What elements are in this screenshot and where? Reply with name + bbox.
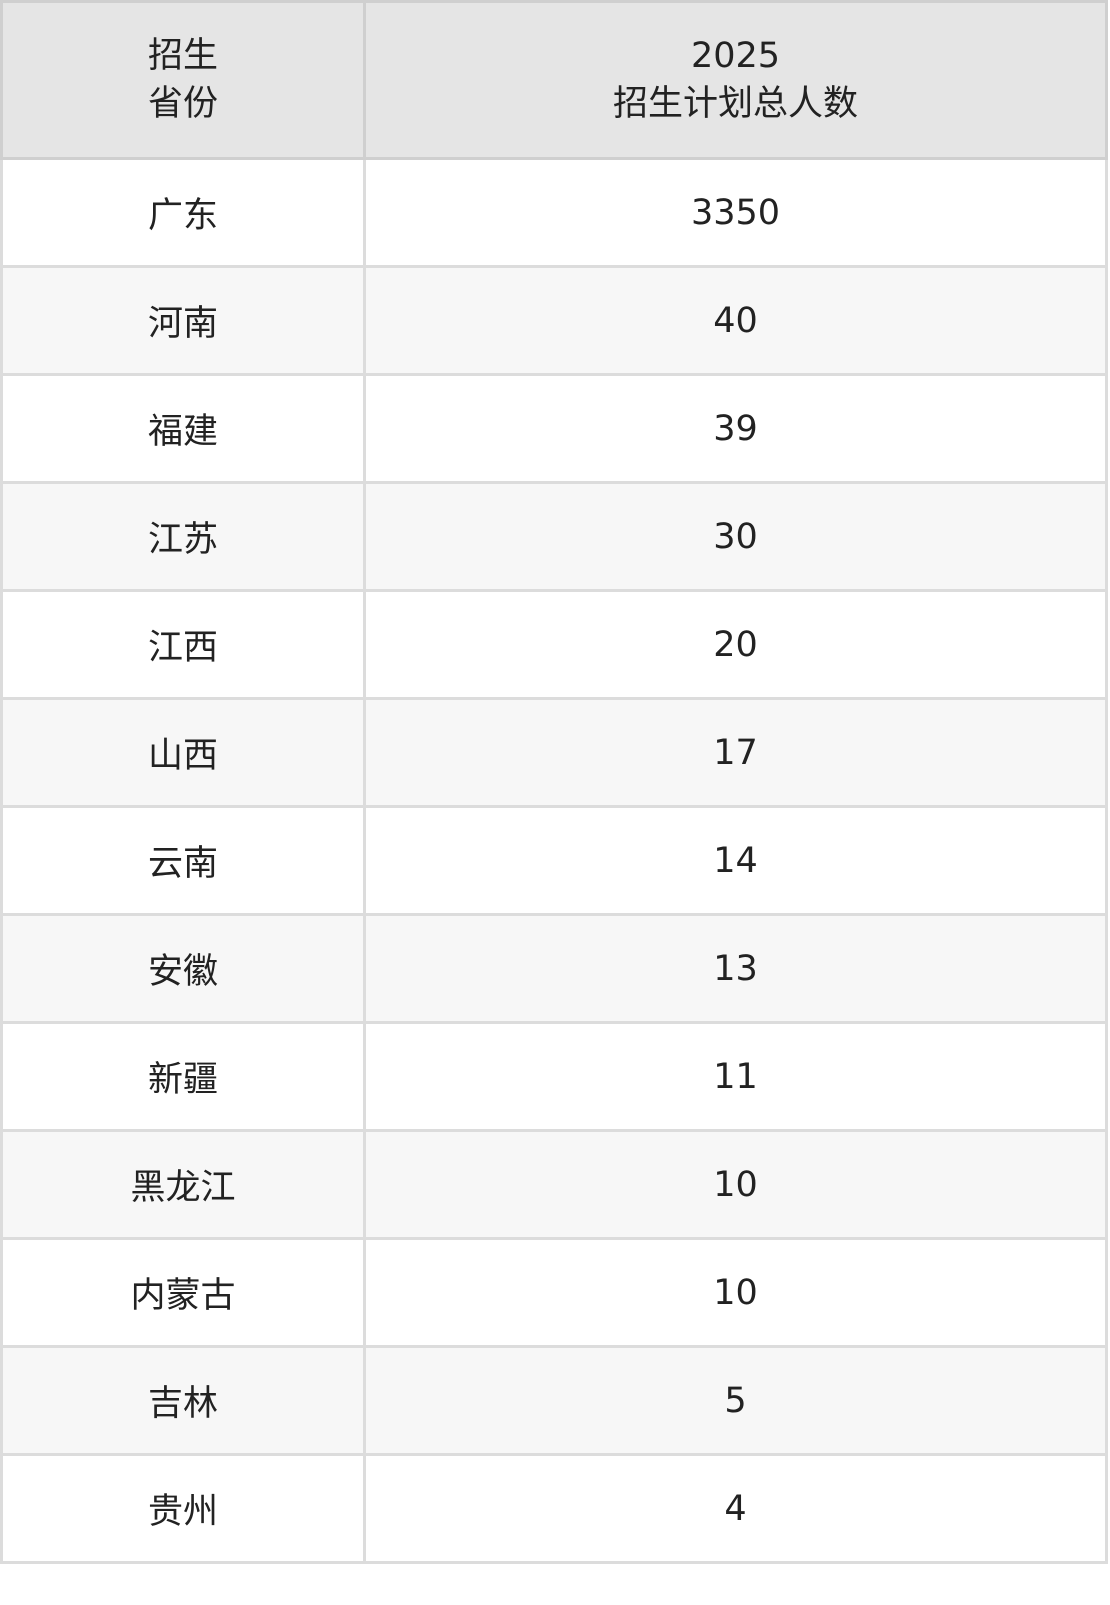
table-row: 江西 20 [0, 589, 1108, 700]
count-cell: 30 [363, 481, 1108, 592]
count-cell: 40 [363, 265, 1108, 376]
province-cell: 内蒙古 [0, 1237, 366, 1348]
count-cell: 11 [363, 1021, 1108, 1132]
table-row: 云南 14 [0, 805, 1108, 916]
table-row: 贵州 4 [0, 1453, 1108, 1564]
table-row: 新疆 11 [0, 1021, 1108, 1132]
enrollment-plan-table: 招生 省份 2025 招生计划总人数 广东 3350 河南 40 福建 39 江苏 30 江西 20 山… [0, 0, 1108, 1564]
count-cell: 14 [363, 805, 1108, 916]
province-cell: 吉林 [0, 1345, 366, 1456]
province-cell: 黑龙江 [0, 1129, 366, 1240]
count-cell: 13 [363, 913, 1108, 1024]
table-row: 吉林 5 [0, 1345, 1108, 1456]
province-cell: 河南 [0, 265, 366, 376]
province-cell: 广东 [0, 157, 366, 268]
table-row: 河南 40 [0, 265, 1108, 376]
count-cell: 20 [363, 589, 1108, 700]
province-cell: 江西 [0, 589, 366, 700]
count-cell: 39 [363, 373, 1108, 484]
header-total: 2025 招生计划总人数 [363, 0, 1108, 160]
count-cell: 4 [363, 1453, 1108, 1564]
table-row: 江苏 30 [0, 481, 1108, 592]
table-row: 山西 17 [0, 697, 1108, 808]
province-cell: 安徽 [0, 913, 366, 1024]
count-cell: 5 [363, 1345, 1108, 1456]
province-cell: 新疆 [0, 1021, 366, 1132]
table-row: 福建 39 [0, 373, 1108, 484]
province-cell: 山西 [0, 697, 366, 808]
province-cell: 福建 [0, 373, 366, 484]
count-cell: 10 [363, 1129, 1108, 1240]
province-cell: 云南 [0, 805, 366, 916]
table-row: 黑龙江 10 [0, 1129, 1108, 1240]
header-province: 招生 省份 [0, 0, 366, 160]
province-cell: 贵州 [0, 1453, 366, 1564]
table-row: 内蒙古 10 [0, 1237, 1108, 1348]
header-row: 招生 省份 2025 招生计划总人数 [0, 0, 1108, 160]
table-row: 安徽 13 [0, 913, 1108, 1024]
province-cell: 江苏 [0, 481, 366, 592]
table-row: 广东 3350 [0, 157, 1108, 268]
count-cell: 10 [363, 1237, 1108, 1348]
count-cell: 3350 [363, 157, 1108, 268]
count-cell: 17 [363, 697, 1108, 808]
